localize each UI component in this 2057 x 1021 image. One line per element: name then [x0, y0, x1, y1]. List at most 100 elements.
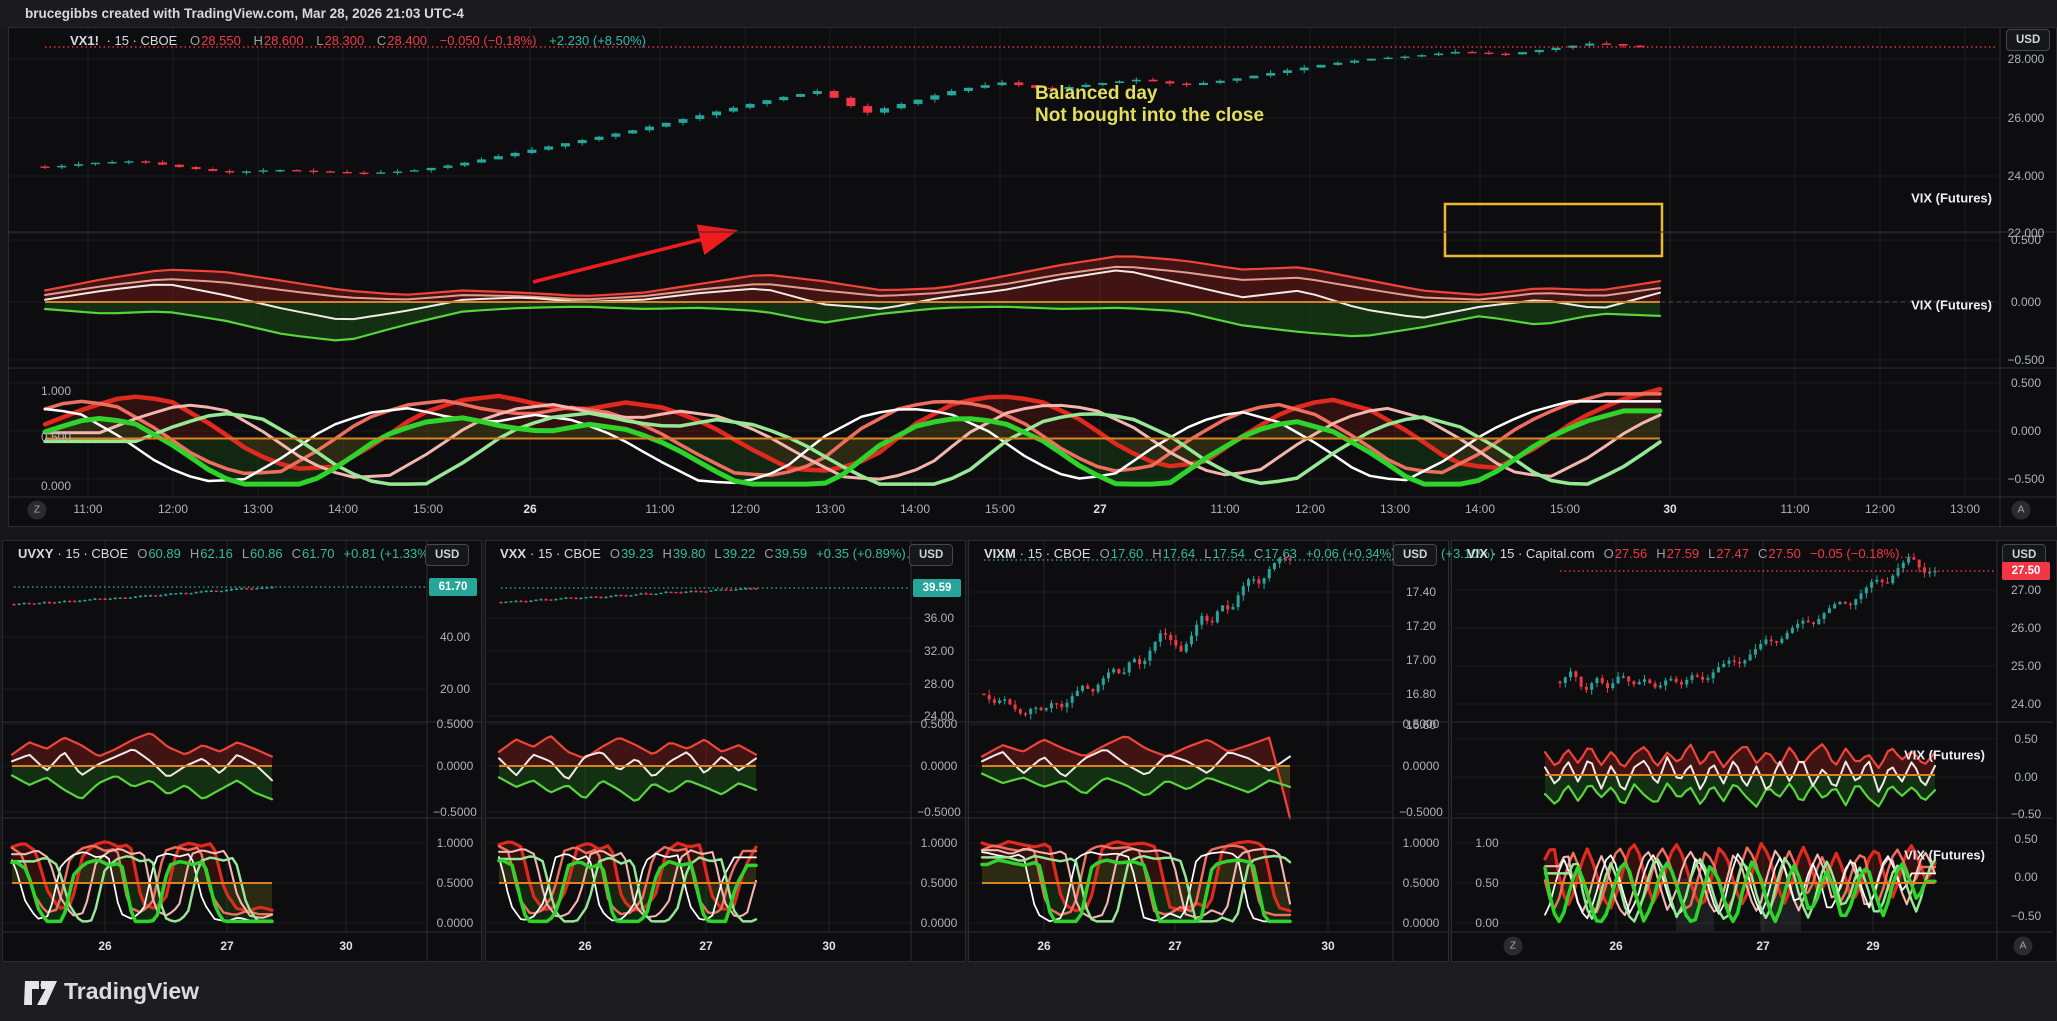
time-axis-label: 26	[98, 939, 112, 953]
pane1-axis-label: −0.5000	[917, 805, 961, 819]
legend-part: 60.86	[250, 546, 283, 561]
pane2-axis-label: 0.500	[2010, 376, 2042, 390]
auto-scale-button[interactable]: A	[2011, 500, 2031, 520]
price-axis-label: 40.00	[439, 630, 471, 644]
pane2-axis-label: 0.0000	[1402, 916, 1440, 930]
legend-part: O	[1099, 546, 1110, 561]
mini-chart-panel-uvxy[interactable]	[2, 540, 482, 962]
currency-button-vixm[interactable]: USD	[1393, 544, 1438, 566]
time-axis-label: 11:00	[1210, 502, 1240, 516]
change-ext-value: +2.230 (+8.50%)	[549, 33, 646, 48]
pane2-axis-label: 1.0000	[436, 836, 474, 850]
timezone-button[interactable]: Z	[27, 500, 47, 520]
legend-part: VIX	[1467, 546, 1488, 561]
pane2-left-axis-label: 1.000	[40, 384, 72, 398]
legend-part: C	[291, 546, 301, 561]
time-axis-label: 13:00	[242, 502, 274, 516]
main-chart-panel[interactable]	[8, 27, 2057, 527]
pane2-indicator-label-vix: VIX (Futures)	[1904, 847, 1985, 863]
price-axis-label: 25.00	[2010, 659, 2042, 673]
price-axis-label: 36.00	[923, 611, 955, 625]
price-axis-label: 16.80	[1405, 687, 1437, 701]
time-axis-label: 15:00	[412, 502, 444, 516]
tradingview-logo-icon[interactable]	[24, 980, 58, 1011]
pane2-axis-label: 1.0000	[1402, 836, 1440, 850]
legend-part: 17.63	[1264, 546, 1297, 561]
legend-part: H	[662, 546, 672, 561]
time-axis-label: 11:00	[73, 502, 103, 516]
legend-part: O	[609, 546, 620, 561]
close-value: 28.400	[387, 33, 428, 48]
currency-button-main[interactable]: USD	[2006, 29, 2051, 51]
pane1-axis-label: 0.0000	[436, 759, 474, 773]
pane2-axis-label: −0.500	[2007, 472, 2045, 486]
chart-text-annotation[interactable]: Balanced day Not bought into the close	[1035, 83, 1264, 127]
mini-chart-legend-vix[interactable]: VIX · 15 · Capital.com O27.56 H27.59 L27.47 C…	[1467, 546, 1913, 561]
legend-part: 39.23	[620, 546, 654, 561]
legend-part: +0.35 (+0.89%)…	[816, 546, 919, 561]
mini-chart-panel-vxx[interactable]	[485, 540, 966, 962]
symbol-title[interactable]: VX1!	[70, 33, 99, 48]
pane1-axis-label: 0.000	[2010, 295, 2042, 309]
legend-part: · 15 · CBOE	[57, 546, 129, 561]
legend-part: H	[189, 546, 200, 561]
pane2-left-axis-label: 0.000	[40, 479, 72, 493]
pane1-indicator-label: VIX (Futures)	[1911, 190, 1992, 206]
legend-part: VXX	[500, 546, 527, 561]
last-price-badge-uvxy: 61.70	[429, 578, 477, 596]
pane1-axis-label: −0.500	[2007, 353, 2045, 367]
price-axis-label: 26.00	[2010, 621, 2042, 635]
legend-part: O	[1603, 546, 1614, 561]
symbol-meta: · 15 · CBOE	[106, 33, 178, 48]
legend-part: O	[137, 546, 148, 561]
pane2-axis-label: 0.5000	[920, 876, 958, 890]
time-axis-label: 26	[523, 502, 537, 516]
legend-part: 61.70	[301, 546, 335, 561]
legend-part: L	[1204, 546, 1212, 561]
mini-chart-legend-vxx[interactable]: VXX · 15 · CBOE O39.23 H39.80 L39.22 C39.59 +0…	[500, 546, 919, 561]
time-axis-label: 11:00	[1780, 502, 1810, 516]
pane2-axis-label: −0.50	[2010, 909, 2042, 923]
open-value: 28.550	[201, 33, 241, 48]
pane1-axis-label: 0.5000	[920, 717, 958, 731]
price-axis-label: 20.00	[439, 682, 471, 696]
legend-part: 17.64	[1162, 546, 1196, 561]
pane1-axis-label: −0.50	[2010, 807, 2042, 821]
mini-chart-legend-uvxy[interactable]: UVXY · 15 · CBOE O60.89 H62.16 L60.86 C61.70 +…	[18, 546, 446, 561]
legend-part: +0.06 (+0.34%)	[1305, 546, 1396, 561]
pane1-axis-label: 0.0000	[920, 759, 958, 773]
time-axis-label: 14:00	[1464, 502, 1496, 516]
currency-button-vxx[interactable]: USD	[909, 544, 954, 566]
time-axis-label: 14:00	[899, 502, 931, 516]
legend-part: 17.54	[1212, 546, 1245, 561]
last-price-badge-vix: 27.50	[2002, 562, 2050, 580]
legend-part: L	[241, 546, 250, 561]
time-axis-label: 26	[578, 939, 592, 953]
pane2-axis-label: 0.0000	[920, 916, 958, 930]
price-axis-label: 17.40	[1405, 585, 1437, 599]
high-value: 28.600	[263, 33, 304, 48]
time-axis-label: 30	[1663, 502, 1677, 516]
open-label: O	[189, 33, 201, 48]
pane1-axis-label: −0.5000	[433, 805, 477, 819]
pane2-indicator-label: VIX (Futures)	[1911, 297, 1992, 313]
auto-scale-button-vix[interactable]: A	[2013, 936, 2033, 956]
pane2-axis-label: 0.5000	[1402, 876, 1440, 890]
mini-chart-panel-vixm[interactable]	[968, 540, 1449, 962]
pane2-axis-label: 0.00	[2014, 870, 2038, 884]
timezone-button-vix[interactable]: Z	[1503, 936, 1523, 956]
main-chart-legend[interactable]: VX1! · 15 · CBOE O28.550 H28.600 L28.300…	[70, 33, 646, 48]
attribution-bar: brucegibbs created with TradingView.com,…	[0, 0, 2057, 27]
currency-button-uvxy[interactable]: USD	[425, 544, 470, 566]
time-axis-label: 13:00	[1379, 502, 1411, 516]
annotation-line-2: Not bought into the close	[1035, 105, 1265, 126]
time-axis-label: 27	[1756, 939, 1770, 953]
time-axis-label: 12:00	[729, 502, 761, 516]
price-axis-label: 17.20	[1405, 619, 1437, 633]
legend-part: C	[764, 546, 774, 561]
time-axis-label: 30	[822, 939, 836, 953]
tradingview-wordmark[interactable]: TradingView	[64, 978, 200, 1004]
pane2-left-axis-label: 0.500	[40, 430, 72, 444]
time-axis-label: 27	[1168, 939, 1182, 953]
